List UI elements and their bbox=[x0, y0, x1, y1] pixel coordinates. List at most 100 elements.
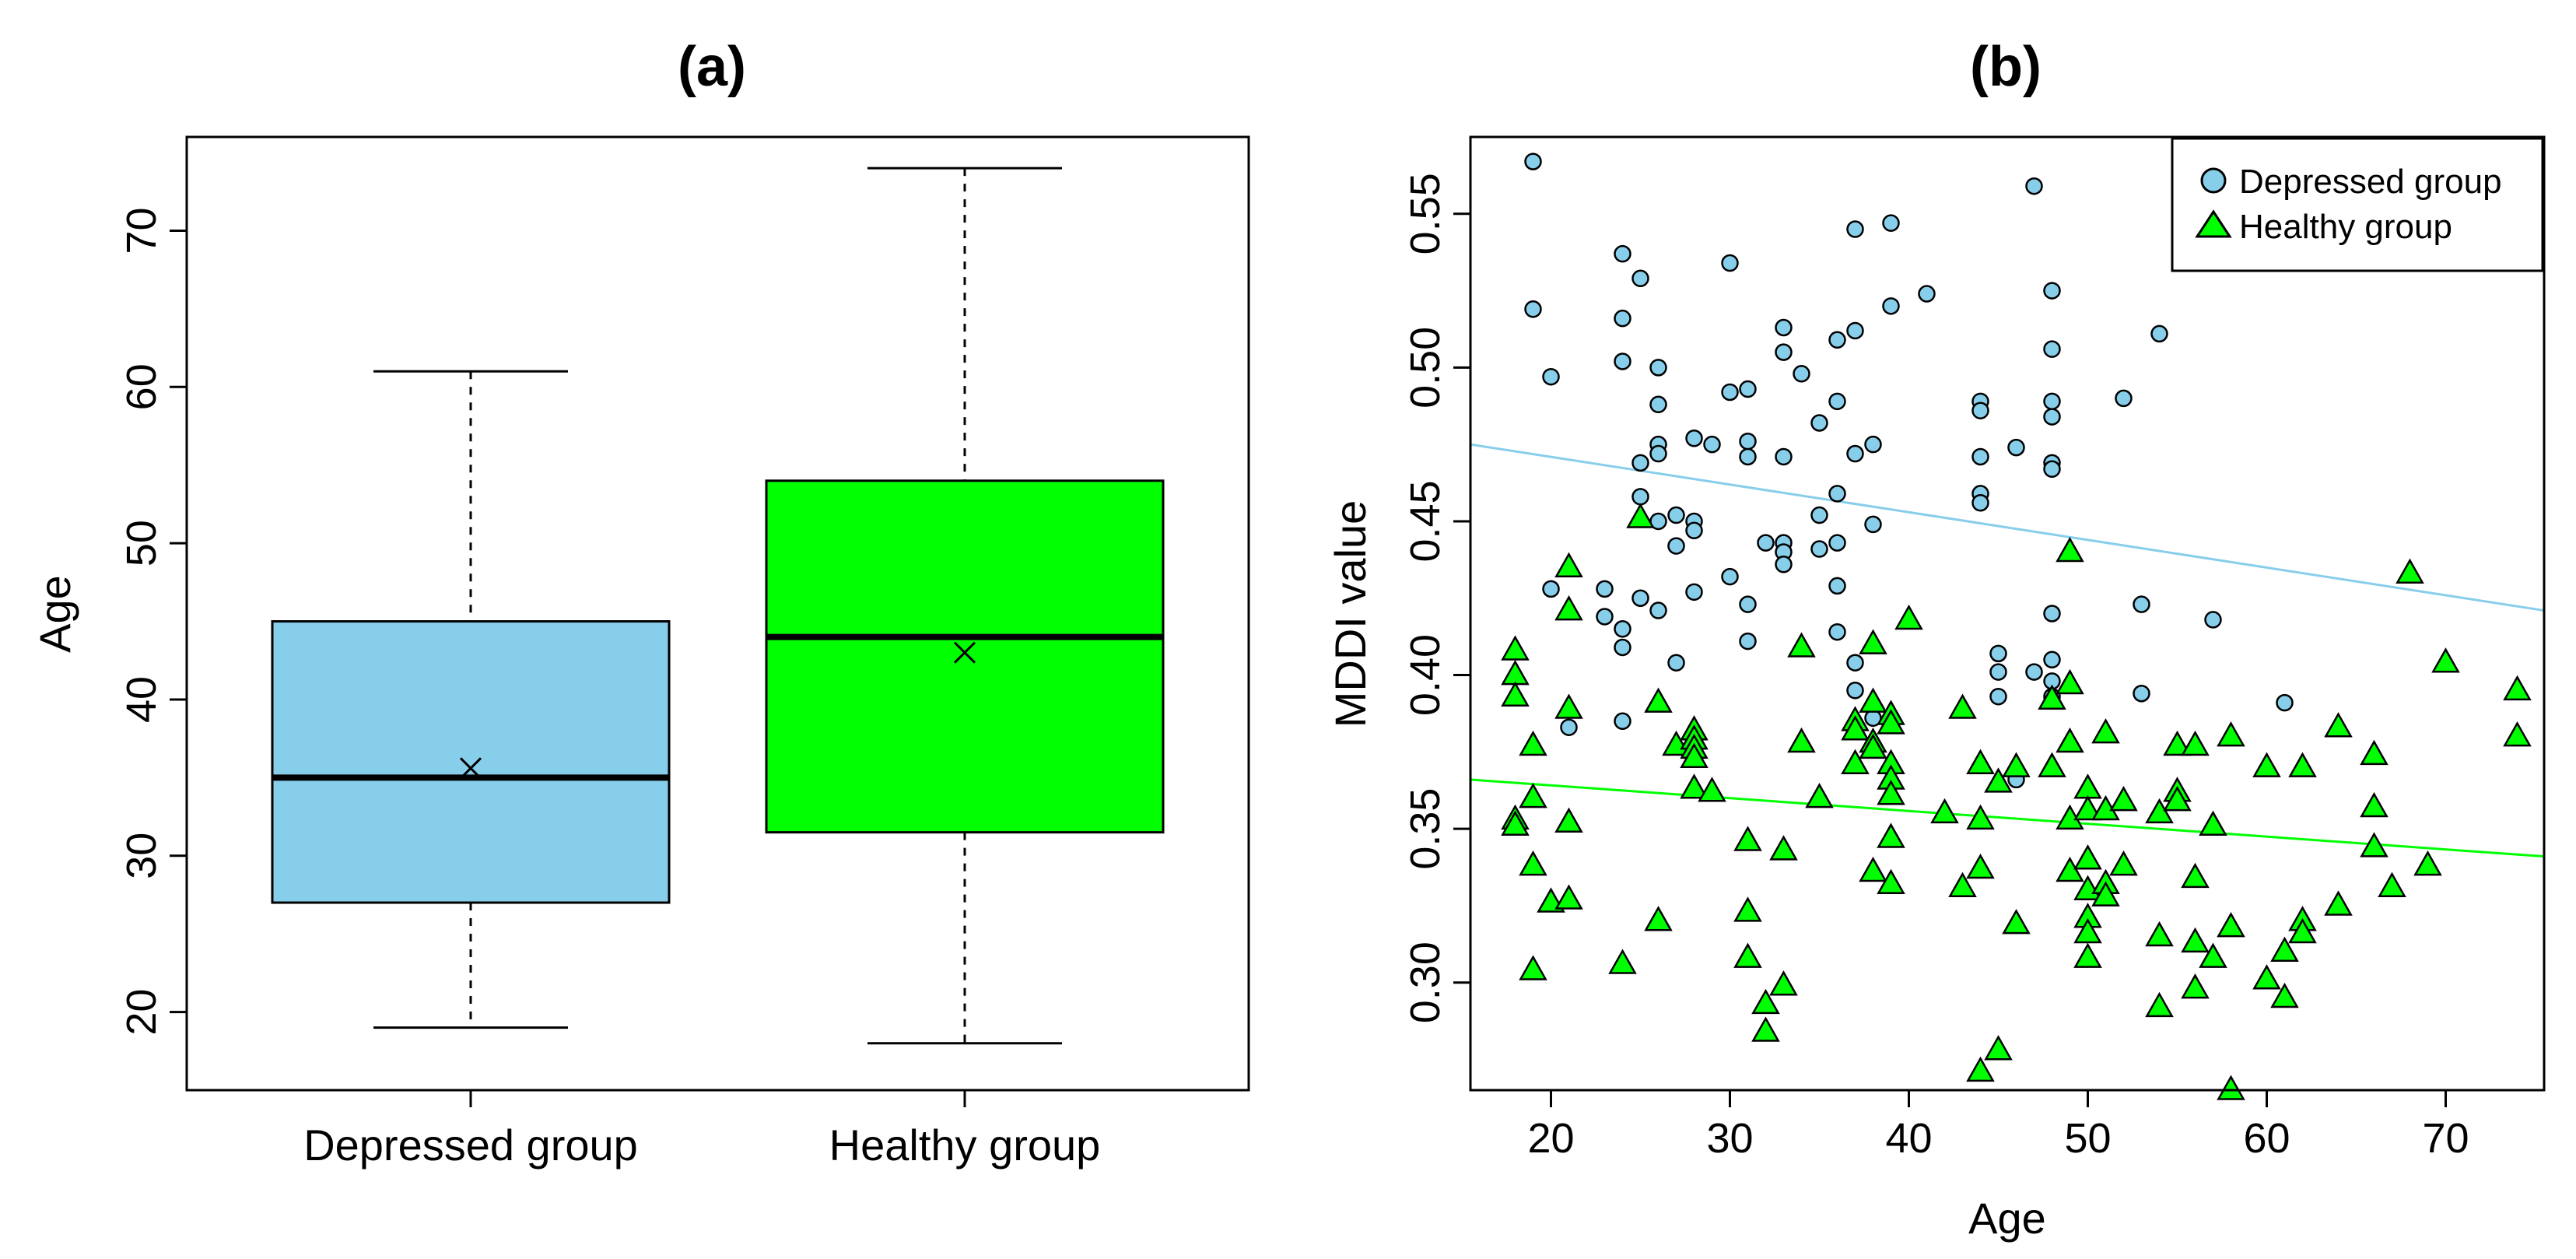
depressed-point bbox=[2043, 392, 2061, 411]
depressed-point bbox=[1775, 447, 1793, 466]
healthy-point bbox=[2288, 752, 2317, 777]
depressed-point bbox=[1989, 687, 2007, 706]
healthy-point bbox=[1948, 871, 1977, 898]
healthy-point bbox=[2431, 647, 2460, 673]
depressed-point bbox=[1810, 540, 1828, 558]
depressed-point bbox=[1542, 367, 1560, 386]
healthy-point bbox=[1984, 1035, 2013, 1061]
depressed-point bbox=[2043, 340, 2061, 358]
box-depressed bbox=[271, 370, 671, 1029]
depressed-point bbox=[1685, 430, 1703, 447]
depressed-point bbox=[1918, 285, 1936, 303]
depressed-point bbox=[1828, 331, 1846, 349]
healthy-point bbox=[2252, 752, 2281, 777]
healthy-point bbox=[2360, 739, 2388, 766]
trend-lines bbox=[1470, 443, 2545, 858]
depressed-point bbox=[1631, 269, 1649, 288]
box-healthy bbox=[765, 167, 1165, 1045]
healthy-point bbox=[2073, 942, 2102, 968]
x-axis-label-b: Age bbox=[1968, 1194, 2046, 1243]
box-group bbox=[271, 167, 1165, 1045]
healthy-point bbox=[1859, 733, 1887, 759]
depressed-point bbox=[1614, 620, 1631, 638]
legend-box bbox=[2171, 137, 2544, 272]
depressed-point bbox=[2204, 611, 2222, 629]
depressed-point bbox=[1989, 644, 2007, 663]
healthy-point bbox=[1608, 949, 1637, 974]
mean-marker bbox=[459, 757, 482, 780]
healthy-point bbox=[1769, 835, 1798, 861]
legend-label-depressed: Depressed group bbox=[2239, 163, 2502, 201]
depressed-point bbox=[1596, 608, 1614, 626]
depressed-point bbox=[1846, 654, 1864, 672]
depressed-point bbox=[1614, 638, 1631, 657]
healthy-point bbox=[1733, 942, 1762, 968]
scatter-points bbox=[1501, 153, 2532, 1100]
healthy-point bbox=[1680, 742, 1709, 769]
healthy-point bbox=[2091, 718, 2120, 744]
y-axis-b: 0.30 0.35 0.40 0.45 0.50 0.55 bbox=[1402, 173, 1472, 1023]
legend-circle-icon bbox=[2200, 167, 2227, 194]
legend-label-healthy: Healthy group bbox=[2239, 208, 2452, 246]
healthy-point bbox=[2145, 798, 2174, 824]
depressed-point bbox=[1524, 300, 1542, 318]
panel-a-title: (a) bbox=[678, 36, 746, 98]
depressed-point bbox=[1649, 395, 1667, 414]
depressed-point bbox=[2133, 595, 2150, 613]
y-axis-label-b: MDDI value bbox=[1326, 500, 1375, 728]
depressed-point bbox=[2276, 693, 2294, 712]
healthy-point bbox=[1769, 970, 1798, 996]
x-tick-label-b: 40 bbox=[1885, 1115, 1932, 1162]
healthy-point bbox=[2181, 927, 2210, 953]
healthy-point bbox=[1877, 780, 1905, 805]
depressed-point bbox=[2115, 389, 2133, 408]
depressed-point bbox=[1846, 220, 1864, 238]
y-tick-label-b: 0.35 bbox=[1402, 788, 1449, 870]
healthy-point bbox=[1554, 693, 1583, 719]
depressed-point bbox=[1846, 321, 1864, 340]
healthy-point bbox=[1554, 884, 1583, 910]
depressed-point bbox=[1793, 365, 1810, 383]
panel-b-title: (b) bbox=[1970, 36, 2042, 98]
healthy-point bbox=[1501, 681, 1530, 707]
x-tick-label-b: 20 bbox=[1527, 1115, 1574, 1162]
healthy-point bbox=[1787, 632, 1816, 658]
healthy-point bbox=[1877, 822, 1905, 848]
depressed-point bbox=[1739, 632, 1757, 651]
depressed-point bbox=[1631, 488, 1649, 506]
healthy-point bbox=[2038, 752, 2066, 777]
depressed-point bbox=[1596, 580, 1614, 598]
healthy-point bbox=[1554, 807, 1583, 833]
healthy-point bbox=[1751, 988, 1780, 1015]
depressed-point bbox=[1614, 309, 1631, 328]
depressed-point bbox=[1649, 601, 1667, 619]
healthy-point bbox=[2163, 730, 2192, 756]
depressed-point bbox=[1667, 537, 1685, 555]
depressed-point bbox=[1667, 654, 1685, 672]
healthy-point bbox=[1966, 749, 1995, 774]
healthy-point bbox=[2056, 856, 2084, 882]
healthy-point bbox=[1859, 856, 1887, 882]
y-tick-label-b: 0.40 bbox=[1402, 634, 1449, 716]
depressed-point bbox=[1757, 534, 1775, 552]
depressed-point bbox=[1649, 444, 1667, 463]
depressed-point bbox=[1721, 567, 1739, 586]
healthy-point bbox=[1501, 635, 1530, 661]
depressed-point bbox=[1828, 392, 1846, 411]
healthy-point bbox=[1554, 595, 1583, 621]
healthy-point bbox=[2324, 890, 2353, 916]
healthy-point bbox=[2270, 982, 2299, 1008]
trend-line-depressed bbox=[1470, 443, 2545, 612]
healthy-point bbox=[2360, 791, 2388, 818]
healthy-point bbox=[2056, 727, 2084, 753]
y-tick-label-a: 60 bbox=[118, 363, 165, 410]
healthy-point bbox=[2181, 862, 2210, 889]
healthy-point bbox=[1733, 896, 1762, 922]
y-tick-label-a: 50 bbox=[118, 520, 165, 566]
depressed-point bbox=[1989, 663, 2007, 681]
healthy-point bbox=[2503, 721, 2532, 747]
depressed-point bbox=[1614, 352, 1631, 370]
trend-line-healthy bbox=[1470, 778, 2545, 858]
healthy-point bbox=[1733, 826, 1762, 851]
